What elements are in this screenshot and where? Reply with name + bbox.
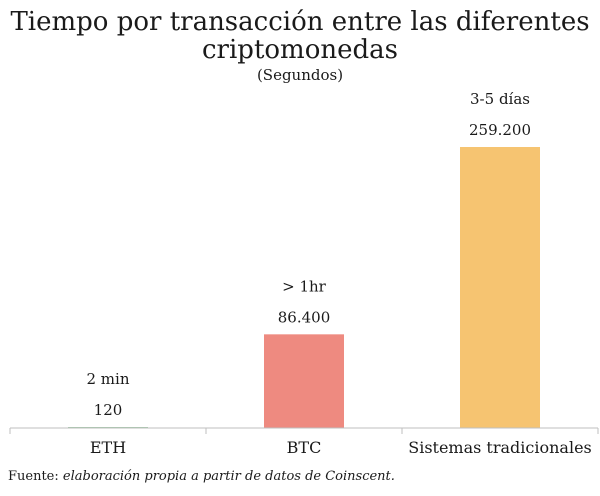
x-axis-labels: 120 2 min ETH 86.400 > 1hr BTC 259.200 3-5 días…: [87, 90, 592, 457]
bar-annotation: > 1hr: [282, 277, 327, 295]
bar-value-label: 259.200: [469, 121, 531, 139]
x-tick-label: ETH: [90, 438, 126, 457]
source-note: Fuente: elaboración propia a partir de d…: [8, 469, 395, 484]
bar-sistemas-tradicionales: [460, 147, 540, 428]
bar-annotation: 2 min: [87, 370, 130, 388]
source-text: elaboración propia a partir de datos de …: [62, 469, 395, 484]
bars-layer: [68, 147, 540, 428]
x-tick-label: BTC: [287, 438, 322, 457]
bar-annotation: 3-5 días: [470, 90, 530, 108]
source-prefix: Fuente:: [8, 469, 63, 484]
bar-btc: [264, 334, 344, 428]
bar-value-label: 120: [94, 401, 123, 419]
x-axis-ticks: [9, 428, 599, 434]
chart-subtitle: (Segundos): [257, 66, 343, 84]
bar-value-label: 86.400: [278, 308, 331, 326]
x-tick-label: Sistemas tradicionales: [408, 438, 592, 457]
chart-title-line-1: Tiempo por transacción entre las diferen…: [10, 7, 589, 37]
chart-title-line-2: criptomonedas: [202, 35, 398, 65]
